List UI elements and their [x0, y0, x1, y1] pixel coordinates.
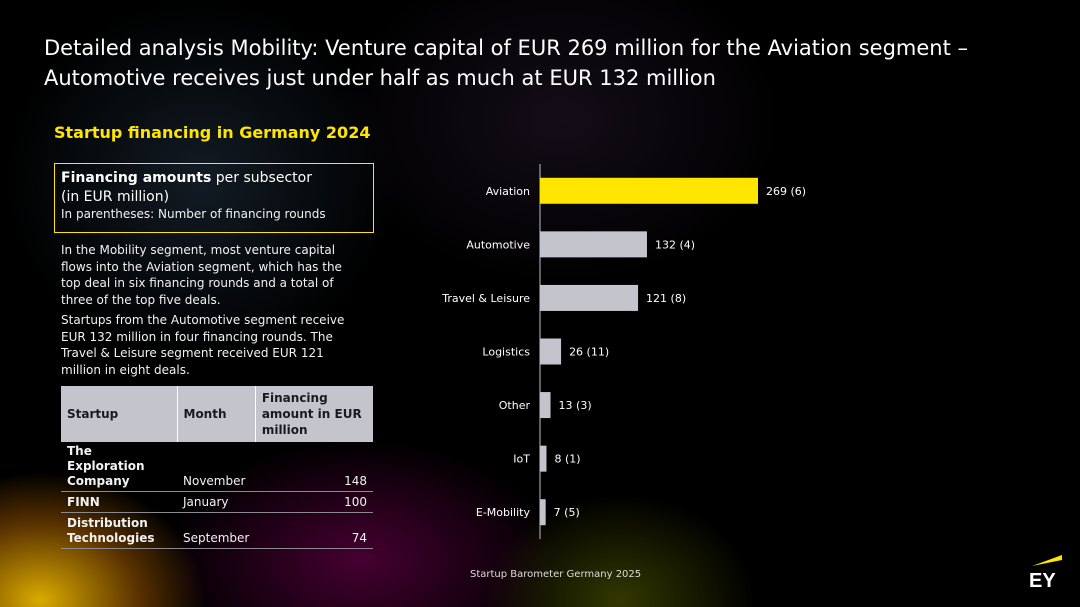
- bar: [540, 445, 547, 472]
- ey-logo-text: EY: [1029, 570, 1056, 590]
- data-label: 7 (5): [554, 506, 580, 519]
- table-header-row: Startup Month Financing amount in EUR mi…: [61, 386, 373, 442]
- bar: [540, 392, 551, 419]
- cell-month: January: [177, 491, 256, 513]
- category-label: E-Mobility: [476, 506, 531, 519]
- info-box-note: In parentheses: Number of financing roun…: [61, 207, 326, 221]
- info-box-bold: Financing amounts: [61, 170, 212, 186]
- data-label: 132 (4): [655, 238, 695, 251]
- category-label: Other: [499, 399, 531, 412]
- footer-source: Startup Barometer Germany 2025: [470, 569, 642, 580]
- data-label: 26 (11): [569, 346, 609, 359]
- header-amount: Financing amount in EUR million: [255, 386, 373, 442]
- data-label: 121 (8): [646, 292, 686, 305]
- bar: [540, 338, 562, 365]
- category-label: Automotive: [466, 238, 530, 251]
- table-row: Distribution Technologies September 74: [61, 512, 373, 549]
- ey-logo: EY: [1029, 555, 1062, 590]
- bar: [540, 231, 647, 258]
- cell-startup: Distribution Technologies: [61, 512, 177, 549]
- chart-subtitle: Startup financing in Germany 2024: [54, 123, 371, 142]
- category-label: Aviation: [486, 185, 530, 198]
- cell-startup: The Exploration Company: [61, 442, 177, 492]
- paragraph-automotive: Startups from the Automotive segment rec…: [61, 313, 345, 377]
- page-title: Detailed analysis Mobility: Venture capi…: [44, 36, 968, 90]
- cell-startup: FINN: [61, 491, 177, 513]
- table-row: FINN January 100: [61, 491, 373, 513]
- ey-logo-bar: [1032, 555, 1062, 566]
- category-label: Travel & Leisure: [441, 292, 530, 305]
- header-startup: Startup: [61, 386, 178, 442]
- bar: [540, 499, 546, 526]
- data-label: 13 (3): [559, 399, 592, 412]
- header-month: Month: [177, 386, 256, 442]
- info-box-unit: (in EUR million): [61, 189, 170, 205]
- top-deals-table: Startup Month Financing amount in EUR mi…: [61, 386, 373, 549]
- info-box-heading: Financing amounts per subsector: [61, 169, 367, 188]
- bar: [540, 177, 758, 204]
- data-label: 269 (6): [766, 185, 806, 198]
- cell-amount: 100: [255, 491, 373, 513]
- data-label: 8 (1): [554, 453, 580, 466]
- category-label: Logistics: [482, 346, 530, 359]
- cell-month: September: [177, 512, 256, 549]
- cell-amount: 74: [255, 512, 373, 549]
- info-box: Financing amounts per subsector (in EUR …: [54, 163, 374, 233]
- table-row: The Exploration Company November 148: [61, 442, 373, 492]
- cell-month: November: [177, 442, 256, 492]
- paragraph-aviation: In the Mobility segment, most venture ca…: [61, 243, 342, 307]
- info-box-rest: per subsector: [211, 170, 312, 186]
- category-label: IoT: [513, 453, 530, 466]
- bar: [540, 284, 639, 311]
- cell-amount: 148: [255, 442, 373, 492]
